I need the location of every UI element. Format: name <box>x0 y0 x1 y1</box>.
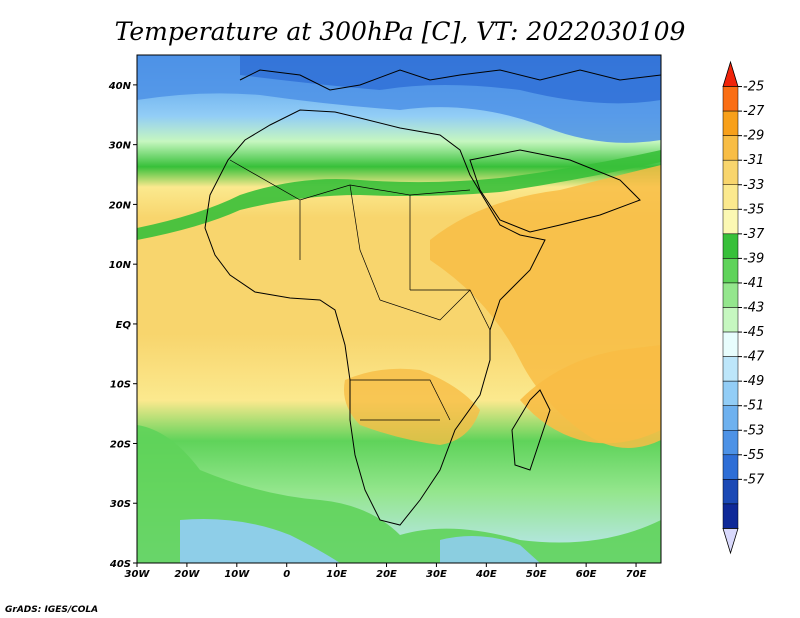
colorbar-swatch <box>722 258 739 284</box>
cool-region-south-east <box>440 536 540 563</box>
colorbar-swatch <box>722 209 739 235</box>
colorbar-label: -51 <box>743 399 764 414</box>
colorbar-label: -41 <box>743 276 764 291</box>
lat-tick-label: 30S <box>110 499 131 510</box>
colorbar-swatch <box>722 307 739 333</box>
colorbar-label: -49 <box>743 374 764 389</box>
colorbar-swatch <box>722 479 739 505</box>
lat-tick-label: 40N <box>108 81 132 92</box>
colorbar: -25 -27 -29 -31 -33 -35 -37 -39 -41 -43 -45 -47 -49 -… <box>722 60 765 555</box>
lat-tick-label: 20N <box>109 200 132 211</box>
lat-axis: 40N 30N 20N 10N EQ 10S 20S 30S 40S <box>108 81 137 570</box>
colorbar-cap-top <box>722 60 739 87</box>
africa-coastline <box>204 109 546 526</box>
country-borders <box>229 159 491 421</box>
colorbar-swatch <box>722 110 739 136</box>
colorbar-label: -27 <box>743 104 765 119</box>
lon-tick-label: 20E <box>376 569 397 580</box>
map-frame <box>136 54 662 564</box>
colorbar-swatch <box>722 405 739 431</box>
colorbar-label: -47 <box>743 350 765 365</box>
green-band-north <box>137 150 661 240</box>
lon-tick-label: 70E <box>626 569 647 580</box>
colorbar-swatch <box>722 86 739 112</box>
colorbar-swatch <box>722 430 739 456</box>
colorbar-swatch <box>722 356 739 382</box>
lon-tick-label: 60E <box>576 569 597 580</box>
map-area <box>137 55 661 563</box>
colorbar-label: -39 <box>743 251 764 266</box>
colorbar-label: -25 <box>743 80 764 95</box>
lon-axis: 30W 20W 10W 0 10E 20E 30E 40E 50E 60E 70E <box>125 563 647 580</box>
colorbar-swatch <box>722 184 739 210</box>
colorbar-label: -55 <box>743 448 764 463</box>
lat-tick-label: EQ <box>116 320 132 331</box>
lat-tick-label: 10S <box>110 380 131 391</box>
map-title: Temperature at 300hPa [C], VT: 202203010… <box>115 17 686 46</box>
colorbar-swatch <box>722 331 739 357</box>
lon-tick-label: 50E <box>526 569 547 580</box>
lon-tick-label: 30E <box>426 569 447 580</box>
colorbar-label: -43 <box>743 301 764 316</box>
lon-tick-label: 10W <box>224 569 250 580</box>
colorbar-label: -35 <box>743 202 764 217</box>
madagascar-outline <box>511 389 551 471</box>
colorbar-label: -37 <box>743 227 765 242</box>
lon-tick-label: 30W <box>125 569 151 580</box>
cool-region-south-west <box>180 519 340 563</box>
warm-region-madagascar <box>520 345 661 444</box>
europe-coastline <box>239 69 661 91</box>
colorbar-label: -31 <box>743 153 764 168</box>
colorbar-swatch <box>722 233 739 259</box>
lat-tick-label: 10N <box>109 260 132 271</box>
colorbar-cap-bottom <box>722 528 739 555</box>
colorbar-swatch <box>722 159 739 185</box>
colorbar-swatch <box>722 503 739 529</box>
warm-region-south-central <box>344 368 480 445</box>
colorbar-label: -33 <box>743 178 764 193</box>
lon-tick-label: 40E <box>475 569 497 580</box>
colorbar-swatch <box>722 135 739 161</box>
coldest-region <box>240 55 661 104</box>
arabia-outline <box>469 149 641 233</box>
colorbar-label: -45 <box>743 325 764 340</box>
lat-tick-label: 30N <box>109 141 132 152</box>
colorbar-swatch <box>722 282 739 308</box>
credit-label: GrADS: IGES/COLA <box>5 605 98 615</box>
lon-tick-label: 0 <box>283 569 290 580</box>
lat-tick-label: 40S <box>109 559 131 570</box>
colorbar-label: -29 <box>743 129 764 144</box>
lon-tick-label: 10E <box>326 569 347 580</box>
lat-tick-label: 20S <box>110 439 131 450</box>
lon-tick-label: 20W <box>174 569 200 580</box>
colorbar-label: -57 <box>743 472 765 487</box>
colorbar-label: -53 <box>743 423 764 438</box>
colorbar-swatch <box>722 454 739 480</box>
colorbar-swatch <box>722 380 739 406</box>
